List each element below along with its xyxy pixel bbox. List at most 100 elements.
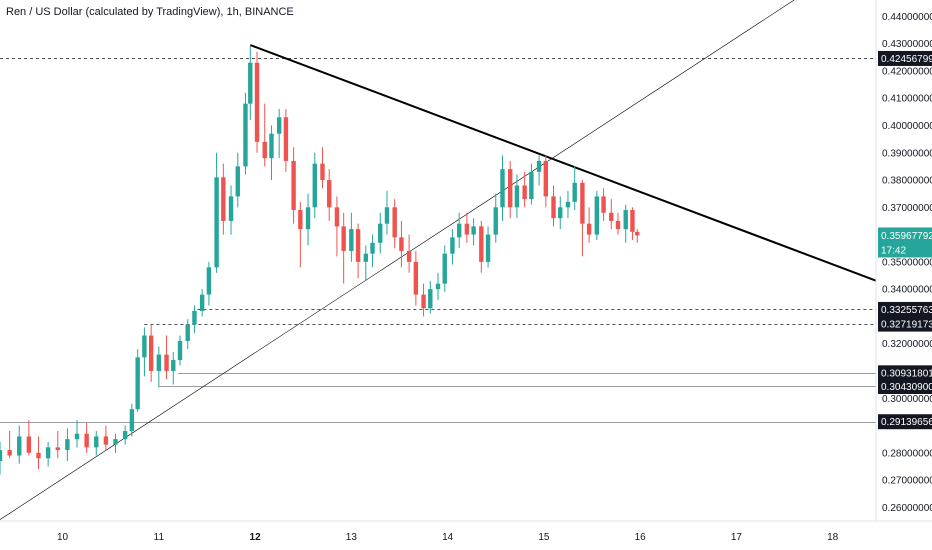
candle-body: [26, 436, 32, 453]
candle-body: [135, 357, 140, 410]
candle-body: [586, 223, 592, 235]
price-tick-label: 0.39000000: [882, 148, 932, 159]
candle-body: [283, 117, 289, 161]
candle-body: [291, 160, 296, 211]
price-tick-label: 0.32000000: [882, 339, 932, 350]
candle-body: [17, 436, 22, 456]
candle-body: [206, 267, 212, 295]
candle-body: [327, 180, 332, 208]
candle-body: [493, 207, 498, 235]
candle-body: [254, 62, 260, 142]
candle-body: [269, 133, 274, 159]
candle-body: [572, 182, 577, 202]
candle-body: [565, 201, 571, 208]
chart-title: Ren / US Dollar (calculated by TradingVi…: [6, 6, 294, 18]
candle-body: [0, 450, 3, 461]
price-tick-label: 0.41000000: [882, 94, 932, 105]
candle-body: [298, 210, 303, 230]
price-level-label-box: [878, 378, 932, 394]
candle-body: [185, 324, 190, 341]
candle-body: [399, 237, 404, 251]
candle-body: [320, 163, 325, 181]
candle-body: [248, 62, 253, 104]
candle-body: [65, 439, 70, 451]
price-level-lines: [0, 58, 876, 423]
candle-body: [514, 185, 520, 208]
price-level-label-box: [878, 365, 932, 381]
price-level-label: 0.29139656: [881, 417, 932, 428]
time-scale[interactable]: 10 11 12 13 14 15 16 17 18: [57, 532, 839, 543]
candle-body: [305, 207, 311, 230]
candle-body: [156, 354, 162, 371]
time-tick-label: 18: [827, 532, 839, 543]
candle-body: [630, 210, 635, 232]
candle-body: [536, 160, 542, 172]
candle-body: [450, 237, 455, 254]
candle-body: [601, 196, 606, 213]
price-level-label-box: [878, 414, 932, 430]
price-tick-label: 0.37000000: [882, 203, 932, 214]
price-tick-label: 0.44000000: [882, 12, 932, 23]
candle-body: [113, 439, 118, 445]
current-price-label: 0.35967792: [881, 231, 932, 242]
time-tick-label: 15: [538, 532, 550, 543]
time-tick-label: 17: [731, 532, 743, 543]
time-tick-label: 16: [635, 532, 647, 543]
candle-body: [435, 283, 441, 290]
candle-body: [485, 234, 491, 262]
candle-body: [7, 450, 12, 456]
candle-body: [36, 452, 41, 459]
price-tick-label: 0.35000000: [882, 257, 932, 268]
candle-body: [529, 171, 534, 200]
candle-body: [623, 210, 628, 230]
candle-body: [363, 253, 369, 262]
candle-body: [171, 360, 176, 371]
candle-body: [164, 354, 169, 371]
candle-body: [558, 207, 563, 219]
price-level-label: 0.32719173: [881, 320, 932, 331]
price-level-label: 0.30430900: [881, 382, 932, 393]
candle-body: [45, 447, 51, 459]
price-tick-label: 0.42000000: [882, 66, 932, 77]
candle-body: [312, 163, 317, 208]
countdown-label: 17:42: [881, 245, 906, 256]
candle-body: [428, 289, 433, 309]
candle-body: [615, 220, 621, 230]
time-tick-label: 12: [250, 532, 262, 543]
trendline-resistance[interactable]: [249, 44, 877, 282]
candle-body: [228, 196, 234, 221]
price-tick-label: 0.30000000: [882, 394, 932, 405]
candle-body: [543, 160, 549, 197]
candle-body: [378, 223, 383, 243]
candle-body: [122, 430, 128, 440]
candle-body: [471, 226, 476, 235]
candle-body: [74, 433, 80, 440]
current-price-label-box: [878, 227, 932, 258]
price-scale[interactable]: 0.44000000 0.43000000 0.42000000 0.41000000…: [882, 12, 932, 514]
price-level-label: 0.30931801: [881, 368, 932, 379]
price-tick-label: 0.34000000: [882, 285, 932, 296]
candle-body: [384, 207, 390, 224]
candle-body: [349, 229, 354, 251]
price-tick-label: 0.43000000: [882, 39, 932, 50]
candle-body: [370, 242, 375, 254]
candle-body: [334, 207, 340, 227]
candle-body: [413, 261, 419, 295]
candle-body: [177, 340, 183, 361]
price-level-label-box: [878, 316, 932, 332]
time-tick-label: 13: [346, 532, 358, 543]
candle-body: [456, 223, 462, 238]
candle-body: [341, 226, 346, 251]
candle-body: [55, 447, 60, 451]
candle-body: [221, 177, 226, 221]
candle-body: [442, 253, 447, 284]
candle-body: [522, 185, 527, 200]
candle-body: [103, 436, 109, 445]
price-tick-label: 0.26000000: [882, 503, 932, 514]
candle-body: [148, 335, 154, 371]
candlesticks: [0, 46, 640, 475]
price-level-labels: 0.42456799 0.33255763 0.32719173 0.30931801…: [878, 50, 932, 430]
candle-body: [192, 310, 197, 325]
candle-body: [94, 436, 99, 448]
